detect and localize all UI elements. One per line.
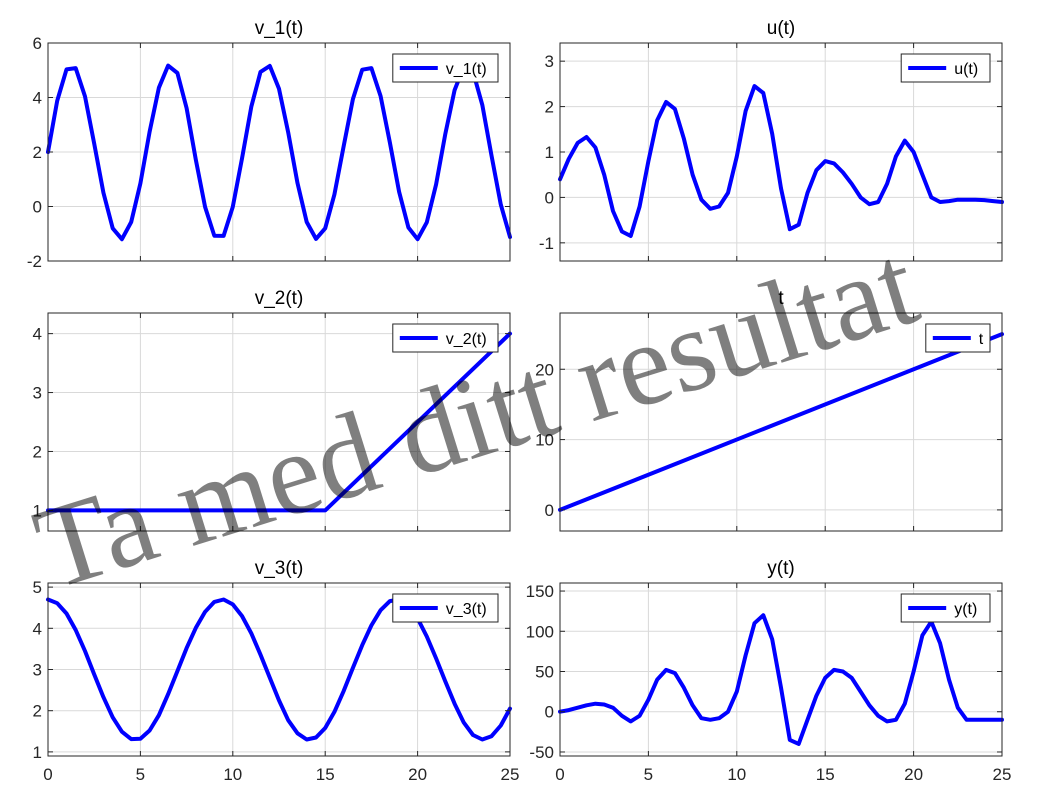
legend: v_1(t) bbox=[392, 53, 499, 83]
x-tick-label: 0 bbox=[43, 765, 52, 784]
chart-title: t bbox=[778, 288, 784, 309]
x-tick-label: 25 bbox=[993, 765, 1012, 784]
y-tick-label: 3 bbox=[33, 661, 42, 680]
chart-title: v_1(t) bbox=[255, 18, 304, 39]
subplot-2: -1 0 1 2 3 u(t) u(t) bbox=[539, 18, 1004, 262]
series-line bbox=[46, 331, 512, 513]
legend: v_2(t) bbox=[392, 323, 499, 353]
y-tick-label: 150 bbox=[526, 582, 554, 601]
x-tick-label: 5 bbox=[644, 765, 653, 784]
y-tick-label: 3 bbox=[33, 384, 42, 403]
y-tick-label: 2 bbox=[545, 98, 554, 117]
legend-label: t bbox=[979, 331, 984, 348]
x-tick-label: 15 bbox=[816, 765, 835, 784]
series-line bbox=[46, 63, 512, 242]
y-tick-label: -2 bbox=[27, 252, 42, 271]
legend: v_3(t) bbox=[392, 593, 499, 623]
y-tick-label: 50 bbox=[535, 663, 554, 682]
legend: y(t) bbox=[900, 593, 991, 623]
y-tick-label: 1 bbox=[33, 501, 42, 520]
y-tick-label: -50 bbox=[529, 743, 554, 762]
y-tick-label: 2 bbox=[33, 442, 42, 461]
legend: u(t) bbox=[900, 53, 991, 83]
x-tick-label: 25 bbox=[501, 765, 520, 784]
axes-box bbox=[47, 312, 511, 532]
y-tick-label: 0 bbox=[545, 188, 554, 207]
legend-label: v_3(t) bbox=[446, 601, 487, 618]
subplots: -20246v_1(t)v_1(t)-10123u(t)u(t)1234v_2(… bbox=[27, 18, 1012, 784]
y-tick-label: 3 bbox=[545, 52, 554, 71]
x-tick-label: 5 bbox=[136, 765, 145, 784]
x-tick-label: 20 bbox=[904, 765, 923, 784]
y-tick-label: 10 bbox=[535, 431, 554, 450]
y-tick-label: 4 bbox=[33, 325, 42, 344]
y-tick-label: 1 bbox=[545, 143, 554, 162]
y-tick-label: 6 bbox=[33, 34, 42, 53]
y-tick-label: 100 bbox=[526, 622, 554, 641]
subplot-3: 1 2 3 4 v_2(t) v_2(t) bbox=[33, 288, 512, 532]
y-tick-label: 0 bbox=[545, 703, 554, 722]
subplot-5: 0 5 10 15 20 25 1 2 3 4 5 v_3(t) v_3(t) bbox=[33, 558, 520, 784]
x-tick-label: 10 bbox=[223, 765, 242, 784]
series-line bbox=[46, 597, 512, 742]
x-tick-label: 20 bbox=[408, 765, 427, 784]
y-tick-label: 20 bbox=[535, 360, 554, 379]
series-line bbox=[558, 84, 1004, 238]
axes-box bbox=[559, 312, 1003, 532]
y-tick-label: 1 bbox=[33, 743, 42, 762]
x-tick-label: 15 bbox=[316, 765, 335, 784]
subplot-4: 0 10 20 t t bbox=[535, 288, 1004, 532]
legend-label: u(t) bbox=[954, 61, 978, 78]
legend-label: y(t) bbox=[954, 601, 977, 618]
chart-title: v_2(t) bbox=[255, 288, 304, 309]
axes-box bbox=[559, 582, 1003, 757]
y-tick-label: 5 bbox=[33, 578, 42, 597]
y-tick-label: -1 bbox=[539, 234, 554, 253]
x-tick-label: 10 bbox=[727, 765, 746, 784]
x-tick-label: 0 bbox=[555, 765, 564, 784]
legend: t bbox=[925, 323, 991, 353]
chart-title: v_3(t) bbox=[255, 558, 304, 579]
y-tick-label: 2 bbox=[33, 702, 42, 721]
y-tick-label: 4 bbox=[33, 89, 42, 108]
legend-label: v_1(t) bbox=[446, 61, 487, 78]
y-tick-label: 4 bbox=[33, 619, 42, 638]
chart-title: y(t) bbox=[767, 558, 794, 579]
subplot-1: -2 0 2 4 6 v_1(t) v_1(t) bbox=[27, 18, 512, 271]
legend-label: v_2(t) bbox=[446, 331, 487, 348]
series-line bbox=[558, 332, 1004, 512]
series-line bbox=[558, 613, 1004, 746]
chart-title: u(t) bbox=[767, 18, 796, 39]
y-tick-label: 2 bbox=[33, 143, 42, 162]
y-tick-label: 0 bbox=[33, 198, 42, 217]
y-tick-label: 0 bbox=[545, 501, 554, 520]
